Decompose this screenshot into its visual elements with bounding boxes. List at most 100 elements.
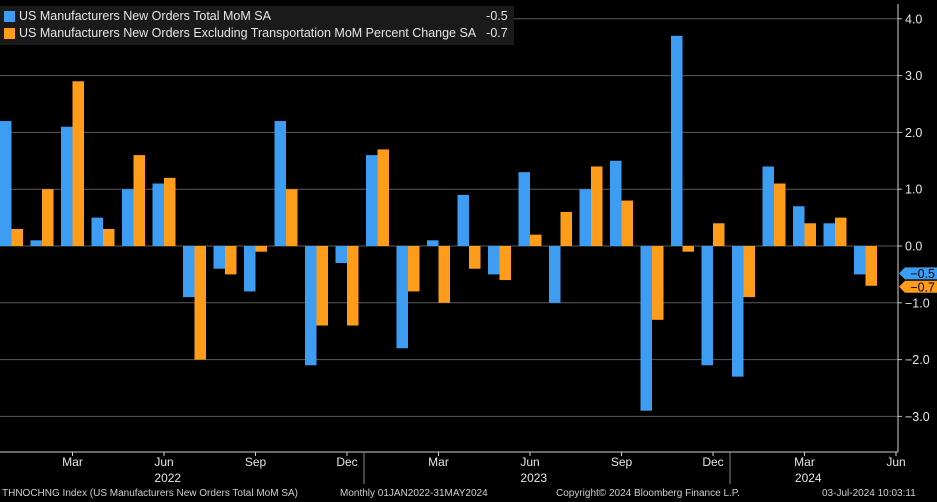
bar-total: [305, 246, 317, 366]
bar-ex-transport: [591, 166, 603, 246]
bar-ex-transport: [133, 155, 145, 246]
bar-ex-transport: [164, 177, 176, 246]
svg-text:−0.5: −0.5: [910, 267, 935, 281]
legend-label-total: US Manufacturers New Orders Total MoM SA: [19, 9, 271, 23]
x-year-label: 2023: [520, 471, 547, 485]
bar-ex-transport: [652, 246, 664, 320]
x-year-label: 2022: [154, 471, 181, 485]
bar-total: [366, 155, 378, 246]
bar-ex-transport: [225, 246, 237, 275]
x-tick-label: Dec: [702, 455, 723, 469]
bar-total: [122, 189, 134, 246]
bar-total: [823, 223, 835, 246]
bar-total: [274, 121, 286, 246]
bar-ex-transport: [11, 228, 23, 246]
bar-total: [732, 246, 744, 377]
bar-total: [701, 246, 713, 366]
legend-swatch-orange: [4, 28, 15, 39]
bar-ex-transport: [347, 246, 359, 326]
legend: US Manufacturers New Orders Total MoM SA…: [0, 6, 514, 45]
bar-total: [610, 160, 622, 246]
bar-total: [183, 246, 195, 298]
y-tick-label: 3.0: [905, 69, 922, 83]
last-value-tag-total: −0.5: [899, 267, 937, 281]
bar-total: [244, 246, 256, 292]
bar-total: [549, 246, 561, 303]
bar-total: [488, 246, 500, 275]
bar-ex-transport: [682, 246, 694, 252]
legend-entry-total: US Manufacturers New Orders Total MoM SA…: [4, 8, 508, 25]
x-tick-label: Jun: [886, 455, 905, 469]
bar-total: [518, 172, 530, 246]
bar-total: [30, 240, 42, 246]
x-tick-label: Mar: [794, 455, 815, 469]
x-tick-label: Jun: [154, 455, 173, 469]
bar-total: [0, 121, 12, 246]
bar-ex-transport: [72, 81, 84, 246]
legend-entry-ex-transport: US Manufacturers New Orders Excluding Tr…: [4, 25, 508, 42]
y-tick-label: 0.0: [905, 240, 922, 254]
x-tick-label: Sep: [611, 455, 633, 469]
x-tick-label: Mar: [428, 455, 449, 469]
bar-ex-transport: [103, 228, 115, 246]
bar-ex-transport: [560, 211, 572, 246]
bar-total: [152, 183, 164, 246]
y-tick-label: −3.0: [905, 410, 930, 424]
bar-total: [335, 246, 347, 264]
x-tick-label: Mar: [62, 455, 83, 469]
legend-value-total: -0.5: [486, 9, 508, 23]
bar-total: [854, 246, 866, 275]
bar-total: [61, 126, 73, 246]
bar-ex-transport: [774, 183, 786, 246]
bar-ex-transport: [408, 246, 420, 292]
bar-ex-transport: [804, 223, 816, 246]
bar-total: [762, 166, 774, 246]
y-tick-label: 4.0: [905, 12, 922, 26]
bar-ex-transport: [469, 246, 481, 269]
svg-text:−0.7: −0.7: [910, 280, 935, 294]
bar-total: [457, 194, 469, 246]
bar-total: [640, 246, 652, 411]
bars: [0, 35, 877, 411]
bar-ex-transport: [194, 246, 206, 360]
last-value-tag-ex-transport: −0.7: [899, 280, 937, 294]
footer: THNOCHNG Index (US Manufacturers New Ord…: [0, 486, 937, 502]
legend-value-ex-transport: -0.7: [486, 26, 508, 40]
footer-timestamp: 03-Jul-2024 10:03:11: [822, 488, 916, 499]
bar-total: [427, 240, 439, 246]
bar-ex-transport: [255, 246, 267, 252]
bar-total: [671, 35, 683, 247]
bar-ex-transport: [835, 217, 847, 246]
bar-total: [793, 206, 805, 246]
x-year-label: 2024: [795, 471, 822, 485]
x-tick-label: Sep: [245, 455, 267, 469]
bar-ex-transport: [743, 246, 755, 298]
bar-ex-transport: [499, 246, 511, 281]
y-tick-label: −1.0: [905, 296, 930, 310]
bar-total: [396, 246, 408, 349]
bar-ex-transport: [621, 200, 633, 246]
footer-copyright: Copyright© 2024 Bloomberg Finance L.P.: [556, 488, 740, 499]
legend-label-ex-transport: US Manufacturers New Orders Excluding Tr…: [19, 26, 477, 40]
bar-total: [91, 217, 103, 246]
bar-ex-transport: [865, 246, 877, 286]
bar-ex-transport: [316, 246, 328, 326]
y-tick-label: −2.0: [905, 353, 930, 367]
footer-range: Monthly 01JAN2022-31MAY2024: [340, 488, 488, 499]
x-tick-label: Dec: [336, 455, 357, 469]
bar-ex-transport: [42, 189, 54, 246]
bar-ex-transport: [713, 223, 725, 246]
footer-ticker: THNOCHNG Index (US Manufacturers New Ord…: [2, 488, 299, 499]
axes: 4.0 3.0 2.0 1.0 0.0 −1.0 −2.0 −3.0 Mar Jun Sep Dec M…: [0, 4, 937, 485]
y-tick-label: 1.0: [905, 183, 922, 197]
bar-total: [579, 189, 591, 246]
bar-total: [213, 246, 225, 269]
y-tick-label: 2.0: [905, 126, 922, 140]
legend-swatch-blue: [4, 11, 15, 22]
bar-ex-transport: [438, 246, 450, 303]
bar-ex-transport: [377, 149, 389, 246]
x-tick-label: Jun: [520, 455, 539, 469]
bar-ex-transport: [530, 234, 542, 246]
bar-ex-transport: [286, 189, 298, 246]
